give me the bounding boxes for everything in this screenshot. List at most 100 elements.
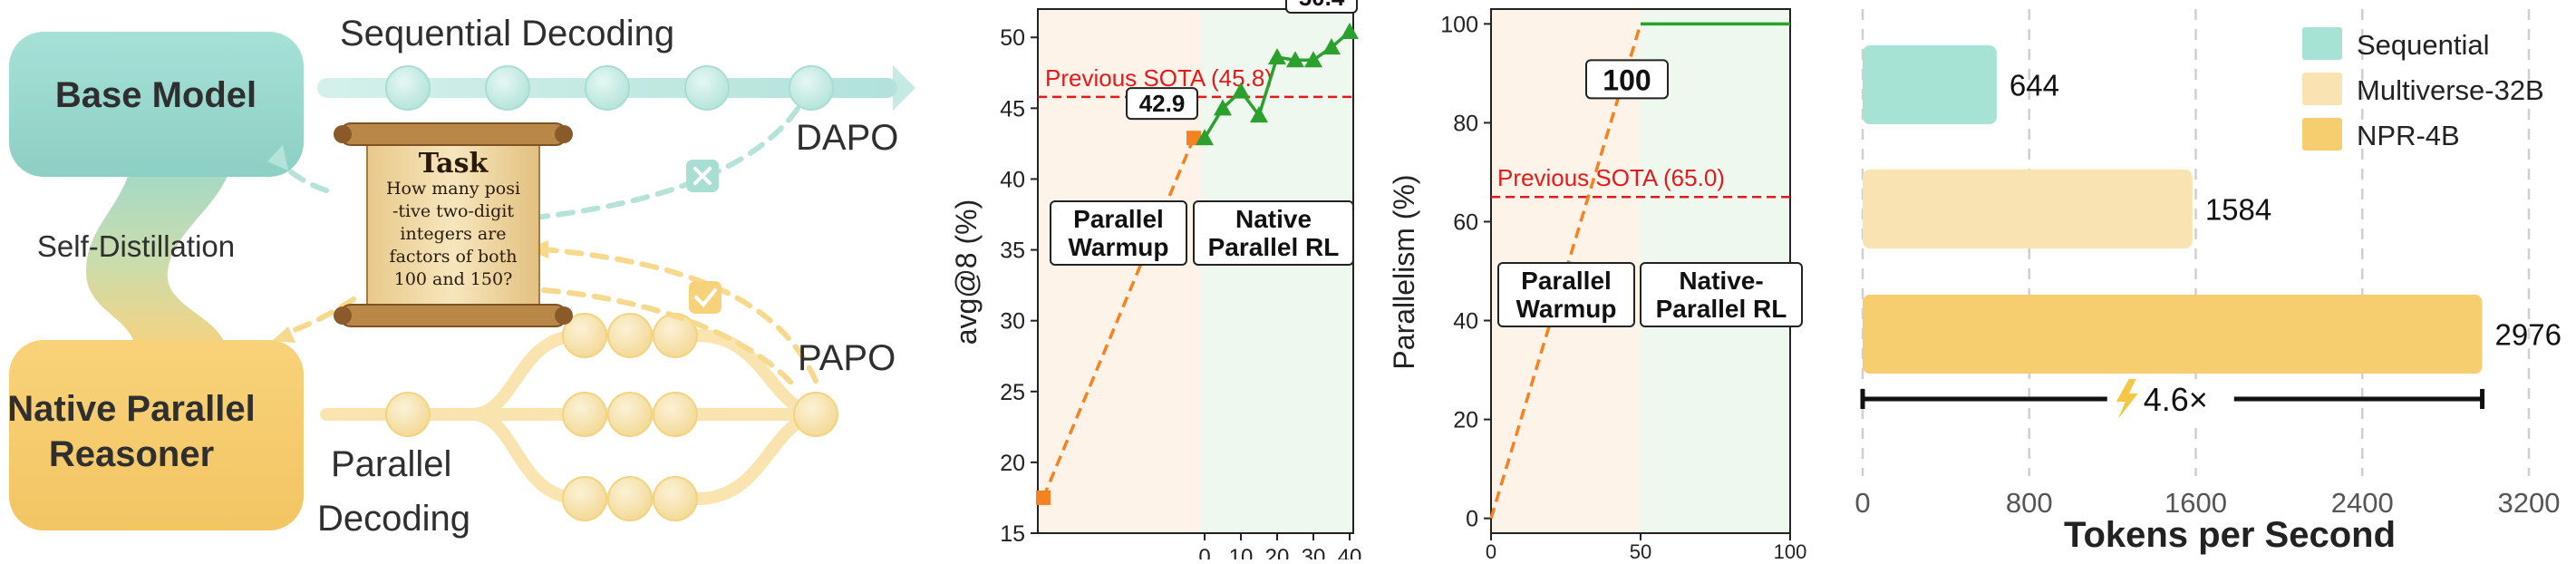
framework-diagram: Base Model Native Parallel Reasoner Self… (0, 0, 938, 559)
npr-label-line1: Native Parallel (7, 389, 256, 429)
warmup-phase-label: Parallel Warmup (1050, 200, 1187, 266)
y-tick-label: 45 (1000, 96, 1025, 122)
parallel-decoding-label-line1: Parallel (331, 444, 451, 484)
x-tick-label: 10 (1229, 545, 1254, 559)
self-distillation-label: Self-Distillation (37, 229, 235, 263)
warmup-phase-label: Parallel Warmup (1497, 262, 1635, 327)
speedup-label: 4.6× (2144, 381, 2208, 418)
y-tick-label: 35 (1000, 238, 1025, 264)
legend-swatch-multiverse (2302, 73, 2342, 105)
x-tick-label: 0 (1198, 545, 1210, 559)
legend-label-sequential: Sequential (2357, 29, 2490, 61)
x-tick-label: 0 (1855, 487, 1870, 519)
x-tick-label: 20 (1265, 545, 1290, 559)
warmup-label-line2: Warmup (1516, 295, 1617, 323)
annotation-100: 100 (1585, 59, 1669, 100)
warmup-series-line (1041, 137, 1196, 499)
bar-sequential (1863, 45, 1997, 124)
previous-sota-label: Previous SOTA (65.0) (1497, 164, 1725, 191)
x-tick-label: 800 (2006, 487, 2053, 519)
annotation-50-4-text: 50.4 (1299, 0, 1345, 11)
x-tick-label: 0 (1486, 540, 1496, 559)
task-line-1: How many posi (386, 179, 520, 199)
x-tick-label: 30 (1302, 545, 1326, 559)
rl-data-point (1304, 51, 1322, 68)
rl-label-line2: Parallel RL (1208, 233, 1340, 261)
y-tick-label: 30 (1000, 309, 1025, 335)
x-tick-label: 2400 (2331, 487, 2394, 519)
y-tick-label: 20 (1000, 451, 1025, 476)
papo-label: PAPO (798, 338, 896, 378)
y-axis-label: Parallelism (%) (1388, 174, 1420, 369)
warmup-start-marker (1036, 490, 1051, 505)
legend-label-multiverse: Multiverse-32B (2357, 74, 2544, 106)
rl-data-point (1214, 99, 1232, 116)
annotation-42-9-text: 42.9 (1139, 90, 1186, 117)
reject-icon (686, 160, 719, 192)
rl-label-line1: Native (1235, 205, 1312, 233)
task-line-4: factors of both (390, 247, 518, 267)
speedup-bracket: 4.6× (1860, 379, 2485, 419)
task-line-3: integers are (400, 224, 506, 244)
y-tick-label: 60 (1453, 209, 1478, 235)
y-tick-label: 50 (1000, 25, 1025, 51)
rl-phase-label: Native- Parallel RL (1640, 262, 1803, 327)
legend-label-npr: NPR-4B (2357, 120, 2460, 151)
task-line-2: -tive two-digit (392, 201, 514, 221)
bar-npr (1863, 295, 2483, 374)
x-tick-label: 50 (1630, 540, 1651, 559)
annotation-42-9: 42.9 (1126, 87, 1198, 121)
sequential-decoding-label: Sequential Decoding (340, 14, 674, 53)
rl-data-point (1286, 51, 1304, 68)
parallelism-chart: 0 20 40 60 80 100 0 50 100 Parallelism (%) Prev… (1369, 0, 1813, 563)
rl-data-point (1232, 82, 1250, 99)
base-model-block: Base Model (9, 32, 304, 177)
plot-frame (1037, 8, 1354, 534)
throughput-chart: 644 1584 2976 0 800 1600 2400 3200 Tokens per … (1813, 0, 2576, 559)
lightning-icon (2116, 379, 2138, 419)
rl-data-point (1268, 48, 1286, 65)
rl-data-point (1196, 129, 1214, 146)
x-axis-label: Tokens per Second (2064, 515, 2396, 555)
task-line-5: 100 and 150? (394, 269, 513, 289)
y-tick-label: 20 (1453, 408, 1478, 433)
x-tick-label: 3200 (2498, 487, 2561, 519)
y-tick-label: 40 (1453, 309, 1478, 335)
rl-label-line1: Native- (1679, 267, 1763, 295)
y-tick-label: 100 (1440, 12, 1478, 37)
legend: Sequential Multiverse-32B NPR-4B (2302, 27, 2544, 151)
task-title: Task (419, 148, 489, 180)
task-scroll: Task How many posi -tive two-digit integ… (334, 122, 573, 327)
y-tick-label: 15 (1000, 521, 1025, 547)
rl-label-line2: Parallel RL (1656, 295, 1787, 323)
annotation-100-text: 100 (1603, 63, 1651, 96)
y-axis-label: avg@8 (%) (950, 199, 983, 345)
rl-data-point (1341, 22, 1359, 39)
native-parallel-reasoner-block: Native Parallel Reasoner (7, 340, 304, 530)
bar-sequential-value: 644 (2009, 69, 2059, 102)
warmup-end-marker (1186, 131, 1201, 146)
x-tick-label: 40 (1338, 545, 1362, 559)
base-model-label: Base Model (55, 75, 257, 115)
warmup-label-line2: Warmup (1069, 233, 1169, 261)
y-tick-label: 40 (1000, 167, 1025, 192)
legend-swatch-sequential (2302, 27, 2342, 60)
rl-phase-label: Native Parallel RL (1193, 200, 1354, 266)
accuracy-chart: 15 20 25 30 35 40 45 50 0 10 20 30 40 avg@8 (%) Pre… (938, 0, 1369, 564)
bar-multiverse-value: 1584 (2205, 193, 2271, 227)
parallel-decoding-nodes (385, 313, 838, 521)
x-tick-label: 100 (1774, 540, 1807, 559)
previous-sota-label: Previous SOTA (45.8) (1045, 64, 1273, 92)
rl-data-point (1322, 38, 1341, 55)
y-tick-label: 0 (1466, 507, 1478, 532)
sequential-decoding-track (317, 65, 915, 111)
annotation-50-4: 50.4 (1285, 0, 1358, 14)
parallel-decoding-label-line2: Decoding (317, 499, 470, 539)
dapo-label: DAPO (796, 118, 898, 158)
rl-data-point (1250, 106, 1268, 123)
y-tick-label: 80 (1453, 111, 1478, 136)
bar-multiverse (1863, 170, 2193, 248)
bar-npr-value: 2976 (2495, 318, 2561, 352)
warmup-label-line1: Parallel (1073, 205, 1164, 233)
npr-label-line2: Reasoner (49, 434, 214, 474)
